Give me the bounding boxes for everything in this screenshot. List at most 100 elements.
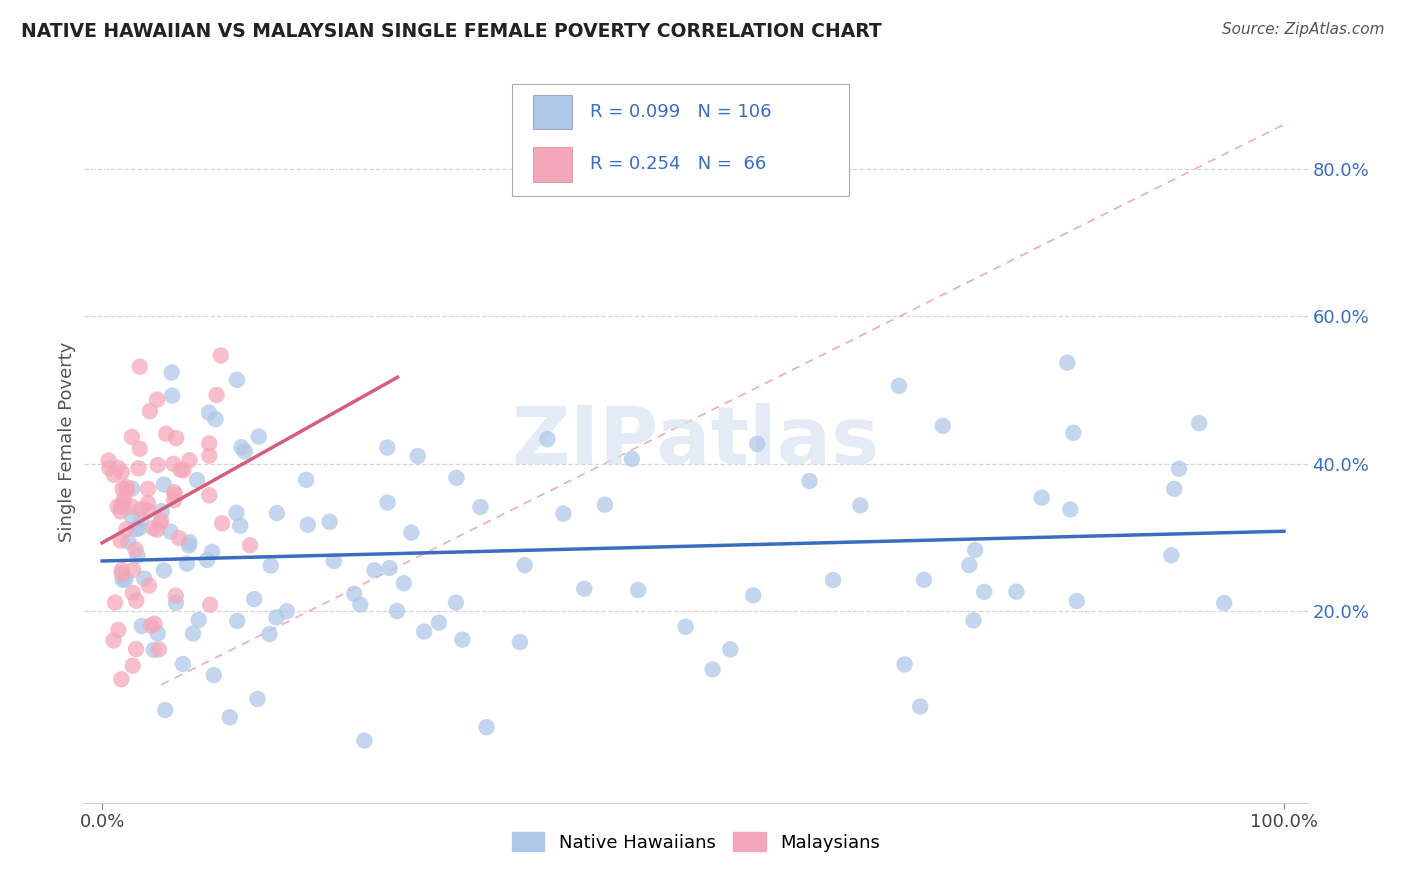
Point xyxy=(1005,584,1028,599)
Point xyxy=(98,461,121,475)
Text: R = 0.254   N =  66: R = 0.254 N = 66 xyxy=(589,155,766,173)
Point xyxy=(1188,416,1211,430)
Point xyxy=(136,503,159,517)
Point xyxy=(205,388,228,402)
Point xyxy=(153,563,176,577)
Point xyxy=(1163,482,1185,496)
Point xyxy=(121,430,143,444)
Point xyxy=(107,500,129,514)
Point xyxy=(470,500,492,514)
Point xyxy=(128,359,150,374)
Point xyxy=(115,480,138,494)
Point xyxy=(239,538,262,552)
Point xyxy=(202,668,225,682)
Point xyxy=(718,642,741,657)
Point xyxy=(295,473,318,487)
Text: NATIVE HAWAIIAN VS MALAYSIAN SINGLE FEMALE POVERTY CORRELATION CHART: NATIVE HAWAIIAN VS MALAYSIAN SINGLE FEMA… xyxy=(21,22,882,41)
Point xyxy=(973,585,995,599)
Point xyxy=(146,626,169,640)
Point xyxy=(823,573,845,587)
Point xyxy=(128,442,150,456)
Point xyxy=(125,593,148,607)
Point xyxy=(122,563,145,577)
Point xyxy=(260,558,283,573)
Point xyxy=(593,498,616,512)
Point xyxy=(231,440,253,454)
Point xyxy=(176,557,198,571)
Point xyxy=(574,582,596,596)
Point xyxy=(1059,502,1081,516)
Point xyxy=(198,406,221,420)
Point xyxy=(799,474,821,488)
Point xyxy=(121,482,143,496)
Point xyxy=(127,549,149,563)
Point xyxy=(444,595,467,609)
Point xyxy=(111,563,134,577)
Point xyxy=(233,444,256,458)
Point xyxy=(142,521,165,535)
Point xyxy=(243,592,266,607)
Point xyxy=(343,587,366,601)
Point xyxy=(97,453,120,467)
Point xyxy=(115,483,138,497)
Point xyxy=(163,487,186,501)
Point xyxy=(195,553,218,567)
Point xyxy=(150,513,173,527)
Point xyxy=(322,554,344,568)
Point xyxy=(142,643,165,657)
Point xyxy=(134,572,156,586)
Legend: Native Hawaiians, Malaysians: Native Hawaiians, Malaysians xyxy=(505,824,887,859)
Point xyxy=(218,710,240,724)
Point xyxy=(475,720,498,734)
Point xyxy=(209,348,232,362)
Point xyxy=(962,614,984,628)
Point xyxy=(107,460,129,475)
Point xyxy=(107,623,129,637)
Point xyxy=(349,598,371,612)
Point xyxy=(957,558,980,572)
Point xyxy=(513,558,536,573)
Point xyxy=(226,373,249,387)
Point xyxy=(204,412,226,426)
Point xyxy=(297,517,319,532)
Point xyxy=(115,522,138,536)
Point xyxy=(131,512,153,526)
Point xyxy=(103,467,125,482)
Point xyxy=(110,500,132,514)
Point xyxy=(553,507,575,521)
Text: Source: ZipAtlas.com: Source: ZipAtlas.com xyxy=(1222,22,1385,37)
Point xyxy=(138,579,160,593)
Point xyxy=(149,516,172,531)
Point xyxy=(247,429,270,443)
Point xyxy=(276,604,298,618)
Point xyxy=(266,610,288,624)
Point xyxy=(124,542,146,557)
Point xyxy=(146,523,169,537)
Point xyxy=(139,618,162,632)
Point xyxy=(148,642,170,657)
Point xyxy=(139,404,162,418)
Point xyxy=(246,692,269,706)
Point xyxy=(111,573,134,587)
Point xyxy=(908,699,931,714)
Point xyxy=(211,516,233,531)
Point xyxy=(111,497,134,511)
Point xyxy=(179,453,201,467)
Point xyxy=(121,509,143,524)
Point xyxy=(125,642,148,657)
Point xyxy=(165,589,187,603)
Text: R = 0.099   N = 106: R = 0.099 N = 106 xyxy=(589,103,770,121)
Point xyxy=(125,522,148,536)
Point xyxy=(165,431,187,445)
Point xyxy=(150,504,173,518)
Point xyxy=(1168,461,1191,475)
Point xyxy=(318,515,340,529)
Point xyxy=(172,657,194,671)
Point xyxy=(110,672,132,686)
Point xyxy=(1066,594,1088,608)
Point xyxy=(104,596,127,610)
Point xyxy=(363,563,385,577)
Point xyxy=(620,451,643,466)
Point xyxy=(932,418,955,433)
Point xyxy=(121,500,143,514)
